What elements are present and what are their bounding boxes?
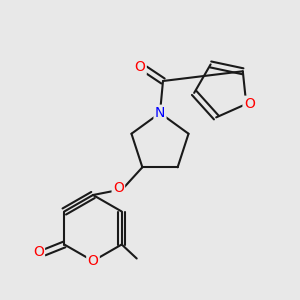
Text: O: O [135, 60, 146, 74]
Text: O: O [113, 181, 124, 195]
Text: O: O [88, 254, 98, 268]
Text: N: N [155, 106, 165, 120]
Text: O: O [33, 245, 44, 260]
Text: O: O [244, 97, 255, 111]
